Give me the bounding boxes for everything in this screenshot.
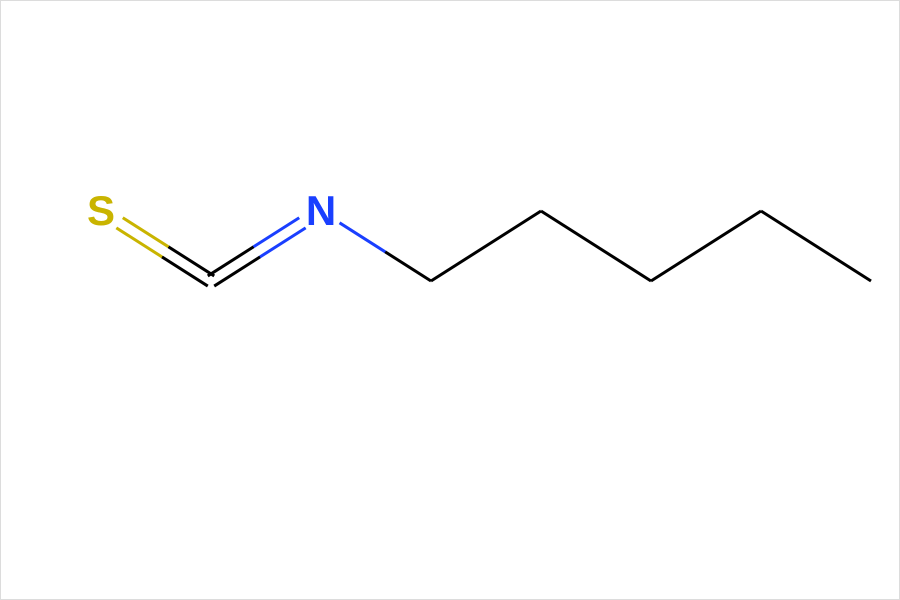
bond: [116, 228, 207, 286]
bond-layer: [1, 1, 900, 600]
bond: [431, 211, 541, 281]
atom-label-S: S: [87, 187, 115, 235]
bond: [214, 228, 305, 286]
bond: [123, 218, 214, 276]
bond: [340, 223, 431, 281]
atom-label-N: N: [306, 187, 336, 235]
molecule-canvas: SN: [0, 0, 900, 600]
bond: [761, 211, 871, 281]
bond: [651, 211, 761, 281]
bond: [208, 218, 299, 276]
bond: [541, 211, 651, 281]
